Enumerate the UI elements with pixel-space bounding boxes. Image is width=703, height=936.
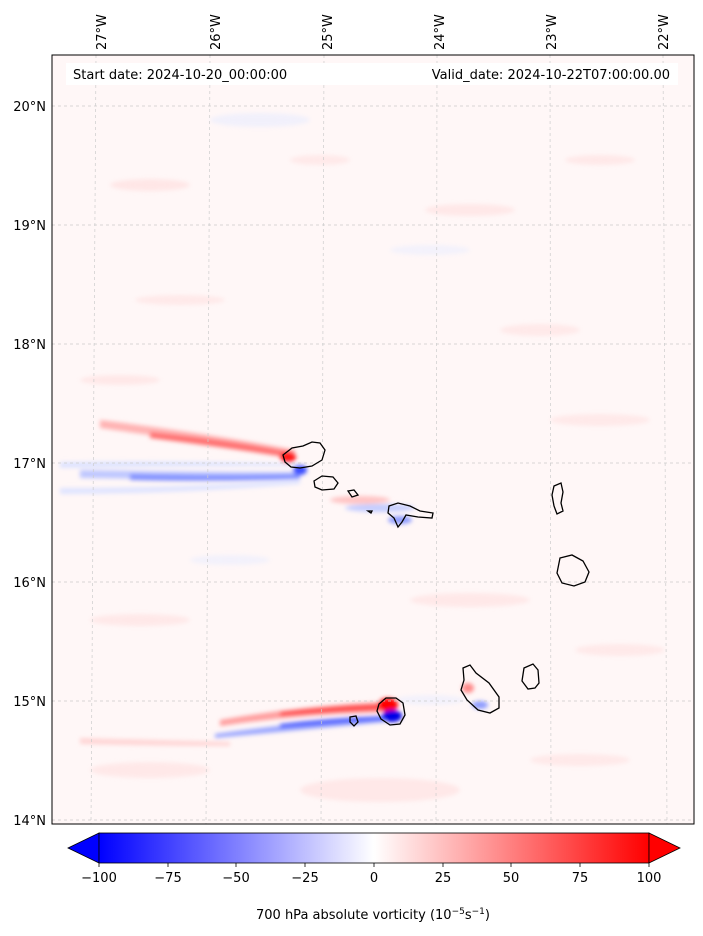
southern-island-wake — [80, 683, 488, 746]
santiago-island — [460, 664, 500, 714]
lat-label-15n: 15°N — [13, 695, 46, 710]
lat-label-20n: 20°N — [13, 100, 46, 115]
lon-label-23w: 23°W — [545, 14, 560, 50]
colorbar-max-extend — [648, 832, 681, 864]
info-box — [66, 63, 678, 85]
sao-vicente-island — [313, 475, 339, 491]
lat-label-14n: 14°N — [13, 814, 46, 829]
colorbar-tick: 100 — [637, 871, 662, 886]
valid-date-label: Valid_date: 2024-10-22T07:00:00.00 — [432, 68, 670, 83]
colorbar: −100 −75 −50 −25 0 25 50 75 100 700 hPa … — [67, 832, 681, 923]
map-panel — [52, 55, 694, 824]
sal-island — [551, 482, 564, 515]
longitude-labels: 27°W 26°W 25°W 24°W 23°W 22°W — [95, 14, 672, 50]
lat-label-18n: 18°N — [13, 338, 46, 353]
maio-island — [521, 663, 540, 690]
lat-label-17n: 17°N — [13, 457, 46, 472]
brava-island — [349, 715, 359, 727]
weak-vorticity-field — [80, 113, 665, 802]
lon-label-27w: 27°W — [95, 14, 110, 50]
graticule — [52, 55, 694, 824]
santa-luzia-island — [346, 489, 360, 498]
branco-raso-islet — [365, 510, 374, 514]
colorbar-tick: 25 — [435, 871, 452, 886]
colorbar-tick: 75 — [572, 871, 589, 886]
colorbar-tick: −25 — [291, 871, 318, 886]
colorbar-tick: −50 — [222, 871, 249, 886]
lat-label-19n: 19°N — [13, 219, 46, 234]
colorbar-tick: −75 — [154, 871, 181, 886]
lat-label-16n: 16°N — [13, 576, 46, 591]
fogo-island — [376, 697, 406, 726]
island-coastlines — [282, 441, 590, 727]
latitude-labels: 20°N 19°N 18°N 17°N 16°N 15°N 14°N — [13, 100, 46, 829]
northern-island-wake — [60, 420, 415, 524]
lon-label-24w: 24°W — [433, 14, 448, 50]
lon-label-26w: 26°W — [209, 14, 224, 50]
map-frame — [51, 54, 695, 825]
lon-label-25w: 25°W — [321, 14, 336, 50]
sao-nicolau-island — [387, 502, 434, 529]
colorbar-ramp — [98, 832, 650, 864]
colorbar-tick: 0 — [370, 871, 378, 886]
santo-antao-island — [282, 441, 326, 469]
boa-vista-island — [556, 554, 590, 587]
colorbar-min-extend — [67, 832, 100, 864]
lon-label-22w: 22°W — [657, 14, 672, 50]
colorbar-title: 700 hPa absolute vorticity (10−5s−1) — [256, 907, 490, 923]
start-date-label: Start date: 2024-10-20_00:00:00 — [73, 68, 287, 83]
colorbar-tick: −100 — [81, 871, 117, 886]
colorbar-tick: 50 — [503, 871, 520, 886]
